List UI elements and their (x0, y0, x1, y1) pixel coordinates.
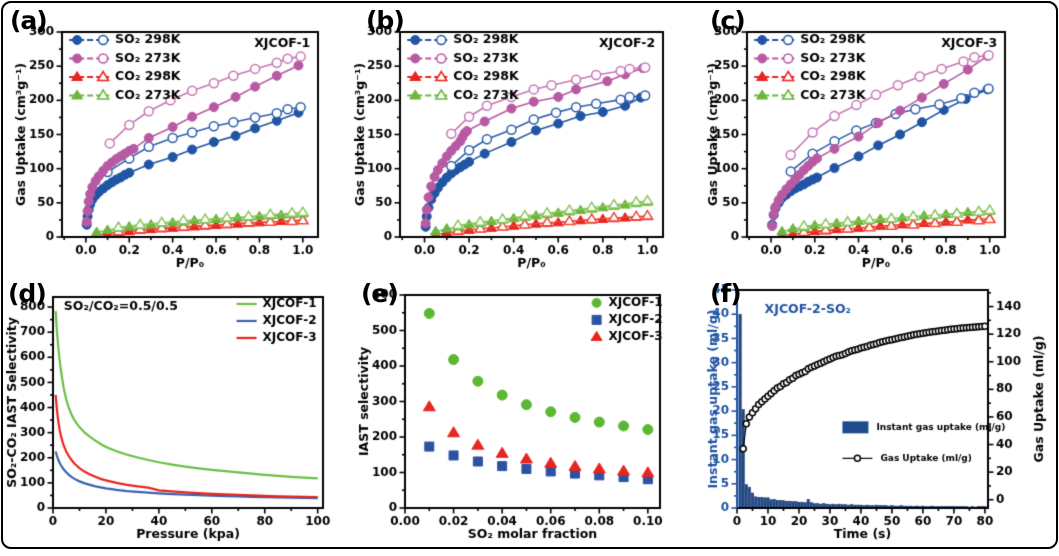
panel-f-chart-canvas (706, 278, 1059, 556)
panel-d-letter: (d) (8, 279, 47, 308)
panel-b-letter: (b) (366, 6, 405, 35)
panel-b: (b) (353, 0, 706, 278)
panel-e: (e) (353, 278, 706, 556)
panel-c-chart-canvas (706, 0, 1059, 278)
panel-d: (d) (0, 278, 353, 556)
panel-d-chart-canvas (0, 278, 353, 556)
panel-e-letter: (e) (361, 279, 399, 308)
panel-f: (f) (706, 278, 1059, 556)
panel-a-chart-canvas (0, 0, 353, 278)
panel-c-letter: (c) (710, 6, 746, 35)
panel-f-letter: (f) (710, 279, 742, 308)
panel-a-letter: (a) (10, 6, 48, 35)
panel-a: (a) (0, 0, 353, 278)
panel-e-chart-canvas (353, 278, 706, 556)
panel-b-chart-canvas (353, 0, 706, 278)
panel-c: (c) (706, 0, 1059, 278)
